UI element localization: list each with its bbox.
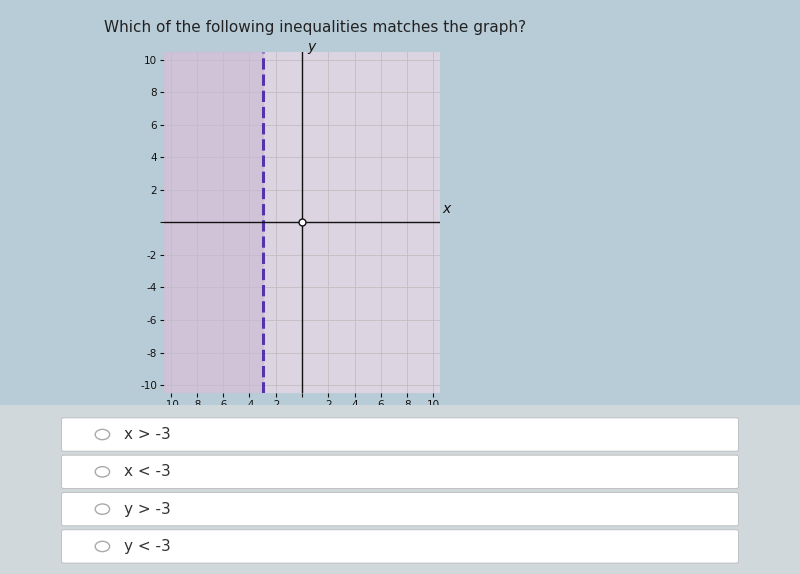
Text: y > -3: y > -3	[124, 502, 170, 517]
Text: Which of the following inequalities matches the graph?: Which of the following inequalities matc…	[104, 20, 526, 35]
Text: y < -3: y < -3	[124, 539, 170, 554]
Bar	[164, 52, 262, 393]
Text: x: x	[442, 202, 450, 216]
Text: y: y	[307, 40, 315, 54]
Text: x < -3: x < -3	[124, 464, 170, 479]
Text: x > -3: x > -3	[124, 427, 170, 442]
